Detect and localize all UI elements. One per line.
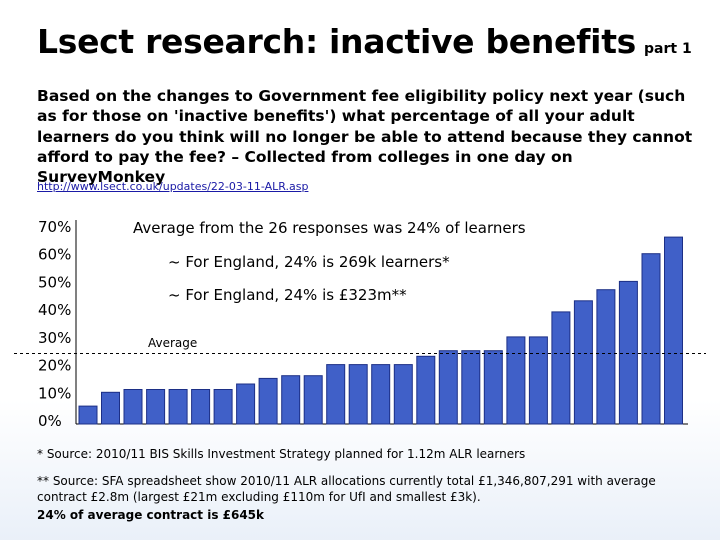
y-tick-label: 40% <box>38 301 71 319</box>
page-title: Lsect research: inactive benefits part 1 <box>37 22 692 61</box>
note-average: Average from the 26 responses was 24% of… <box>133 219 526 237</box>
bar <box>393 364 413 425</box>
bar <box>438 350 458 425</box>
title-main: Lsect research: inactive benefits <box>37 22 637 61</box>
bar <box>551 311 571 425</box>
bar <box>281 375 301 425</box>
bar <box>236 383 256 425</box>
survey-question: Based on the changes to Government fee e… <box>37 87 693 187</box>
y-tick-label: 10% <box>38 384 71 402</box>
bar <box>573 300 593 425</box>
bar <box>371 364 391 425</box>
bar <box>528 336 548 425</box>
y-tick-label: 20% <box>38 357 71 375</box>
bar <box>258 377 278 425</box>
y-tick-label: 60% <box>38 246 71 264</box>
y-tick-label: 70% <box>38 218 71 236</box>
y-tick-label: 30% <box>38 329 71 347</box>
footnote-3: 24% of average contract is £645k <box>37 508 265 522</box>
bar <box>641 253 661 425</box>
bar <box>483 350 503 425</box>
y-tick-label: 0% <box>38 412 62 430</box>
bar <box>146 389 166 425</box>
y-tick-label: 50% <box>38 273 71 291</box>
bar <box>506 336 526 425</box>
bar <box>78 405 98 425</box>
footnote-1: * Source: 2010/11 BIS Skills Investment … <box>37 447 526 461</box>
bar <box>348 364 368 425</box>
bar <box>416 355 436 425</box>
bar <box>326 364 346 425</box>
bar <box>461 350 481 425</box>
bar <box>596 289 616 425</box>
source-link[interactable]: http://www.lsect.co.uk/updates/22-03-11-… <box>37 180 309 193</box>
bar <box>101 391 120 425</box>
note-england-learners: ~ For England, 24% is 269k learners* <box>168 253 450 271</box>
bar <box>123 389 143 425</box>
title-suffix: part 1 <box>644 41 692 57</box>
bar <box>664 236 683 425</box>
bar <box>213 389 233 425</box>
footnote-2: ** Source: SFA spreadsheet show 2010/11 … <box>37 474 656 504</box>
bar <box>191 389 211 425</box>
bar <box>618 280 638 425</box>
note-england-cost: ~ For England, 24% is £323m** <box>168 286 407 304</box>
average-line-label: Average <box>148 336 198 350</box>
bar <box>168 389 188 425</box>
bar <box>303 375 323 425</box>
